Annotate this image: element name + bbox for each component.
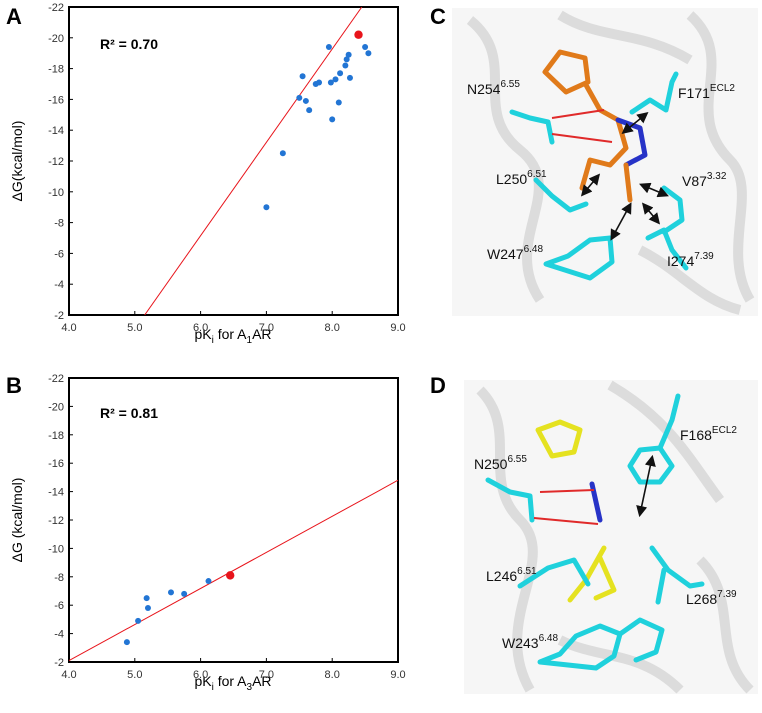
y-tick-label: -6 [54,248,64,260]
y-tick-label: -2 [54,310,64,322]
y-tick-label: -14 [48,487,64,499]
x-tick-label: 6.0 [193,322,208,334]
structure-panel-c: N2546.55 F171ECL2 L2506.51 V873.32 W2476… [452,8,758,316]
data-point [332,76,339,83]
y-tick-label: -18 [48,64,64,76]
data-point [181,590,188,597]
contact-arrows-c [580,111,669,241]
y-tick-label: -8 [54,218,64,230]
x-tick-label: 8.0 [325,669,340,681]
x-tick-label: 8.0 [325,322,340,334]
helix-ribbons [466,10,755,315]
data-point [205,578,212,585]
x-tick-label: 4.0 [61,322,76,334]
scatter-chart-a3ar: R² = 0.81 pKi for A3AR ΔG (kcal/mol) 4.0… [9,373,406,693]
y-tick-label: -12 [48,156,64,168]
data-point [316,79,323,86]
regression-line [144,7,363,315]
data-point [327,79,334,86]
data-point [135,617,142,624]
data-point [342,62,349,69]
residue-label-n250: N2506.55 [474,454,527,472]
residue-label-i274: I2747.39 [667,251,714,269]
x-axis-label: pKi for A3AR [194,673,271,693]
x-tick-label: 5.0 [127,322,142,334]
x-tick-label: 7.0 [259,322,274,334]
x-axis-label: pKi for A1AR [194,326,271,346]
x-tick-label: 4.0 [61,669,76,681]
residue-label-f168: F168ECL2 [680,425,737,443]
y-tick-label: -10 [48,187,64,199]
data-point [144,605,151,612]
data-point [343,56,350,63]
y-tick-label: -22 [48,373,64,385]
data-point [335,99,342,106]
residue-label-v87: V873.32 [682,171,727,189]
y-tick-label: -6 [54,600,64,612]
y-tick-label: -20 [48,33,64,45]
y-tick-label: -16 [48,458,64,470]
panel-letter-b: B [6,373,22,398]
data-point [365,50,372,57]
data-point [345,51,352,58]
r-squared-annotation: R² = 0.81 [100,405,158,421]
data-point [167,589,174,596]
structure-panel-d: F168ECL2 N2506.55 L2466.51 L2687.39 W243… [464,380,758,694]
residues-c [509,71,689,281]
data-point [362,44,369,51]
y-tick-label: -12 [48,515,64,527]
y-tick-label: -2 [54,657,64,669]
r-squared-annotation: R² = 0.70 [100,36,158,52]
x-tick-label: 5.0 [127,669,142,681]
highlighted-data-point [226,571,235,580]
y-tick-label: -22 [48,2,64,14]
residue-label-f171: F171ECL2 [678,83,735,101]
y-tick-label: -4 [54,629,64,641]
data-point [306,107,313,114]
residue-label-l268: L2687.39 [686,589,737,607]
y-axis-label: ΔG(kcal/mol) [9,121,25,202]
y-tick-label: -14 [48,125,64,137]
hbonds-d [533,489,599,525]
helix-ribbons [476,380,754,694]
y-tick-label: -4 [54,279,64,291]
x-tick-label: 9.0 [390,322,405,334]
residue-label-l250: L2506.51 [496,169,547,187]
y-tick-label: -16 [48,94,64,106]
hbonds-c [551,109,613,143]
highlighted-data-point [354,30,363,39]
contact-arrows-d [636,454,656,518]
x-tick-label: 7.0 [259,669,274,681]
y-tick-label: -10 [48,543,64,555]
data-point [337,70,344,77]
data-point [296,94,303,101]
data-point [143,595,150,602]
panel-letter-a: A [6,4,22,29]
x-tick-label: 6.0 [193,669,208,681]
data-point [325,44,332,51]
residues-d [485,393,705,671]
y-tick-label: -8 [54,572,64,584]
residue-label-l246: L2466.51 [486,566,537,584]
data-point [123,639,130,646]
x-tick-label: 9.0 [390,669,405,681]
residue-label-n254: N2546.55 [467,79,520,97]
data-point [302,97,309,104]
panel-letter-d: D [430,373,446,398]
y-axis-label: ΔG (kcal/mol) [9,478,25,563]
y-tick-label: -20 [48,401,64,413]
data-point [346,74,353,81]
residue-label-w247: W2476.48 [487,244,543,262]
data-point [279,150,286,157]
data-point [299,73,306,80]
scatter-chart-a1ar: R² = 0.70 pKi for A1AR ΔG(kcal/mol) 4.0 5… [9,2,406,346]
y-tick-label: -18 [48,430,64,442]
data-point [263,204,270,211]
regression-line [69,479,398,662]
residue-label-w243: W2436.48 [502,633,558,651]
data-point [329,116,336,123]
panel-letter-c: C [430,4,446,29]
